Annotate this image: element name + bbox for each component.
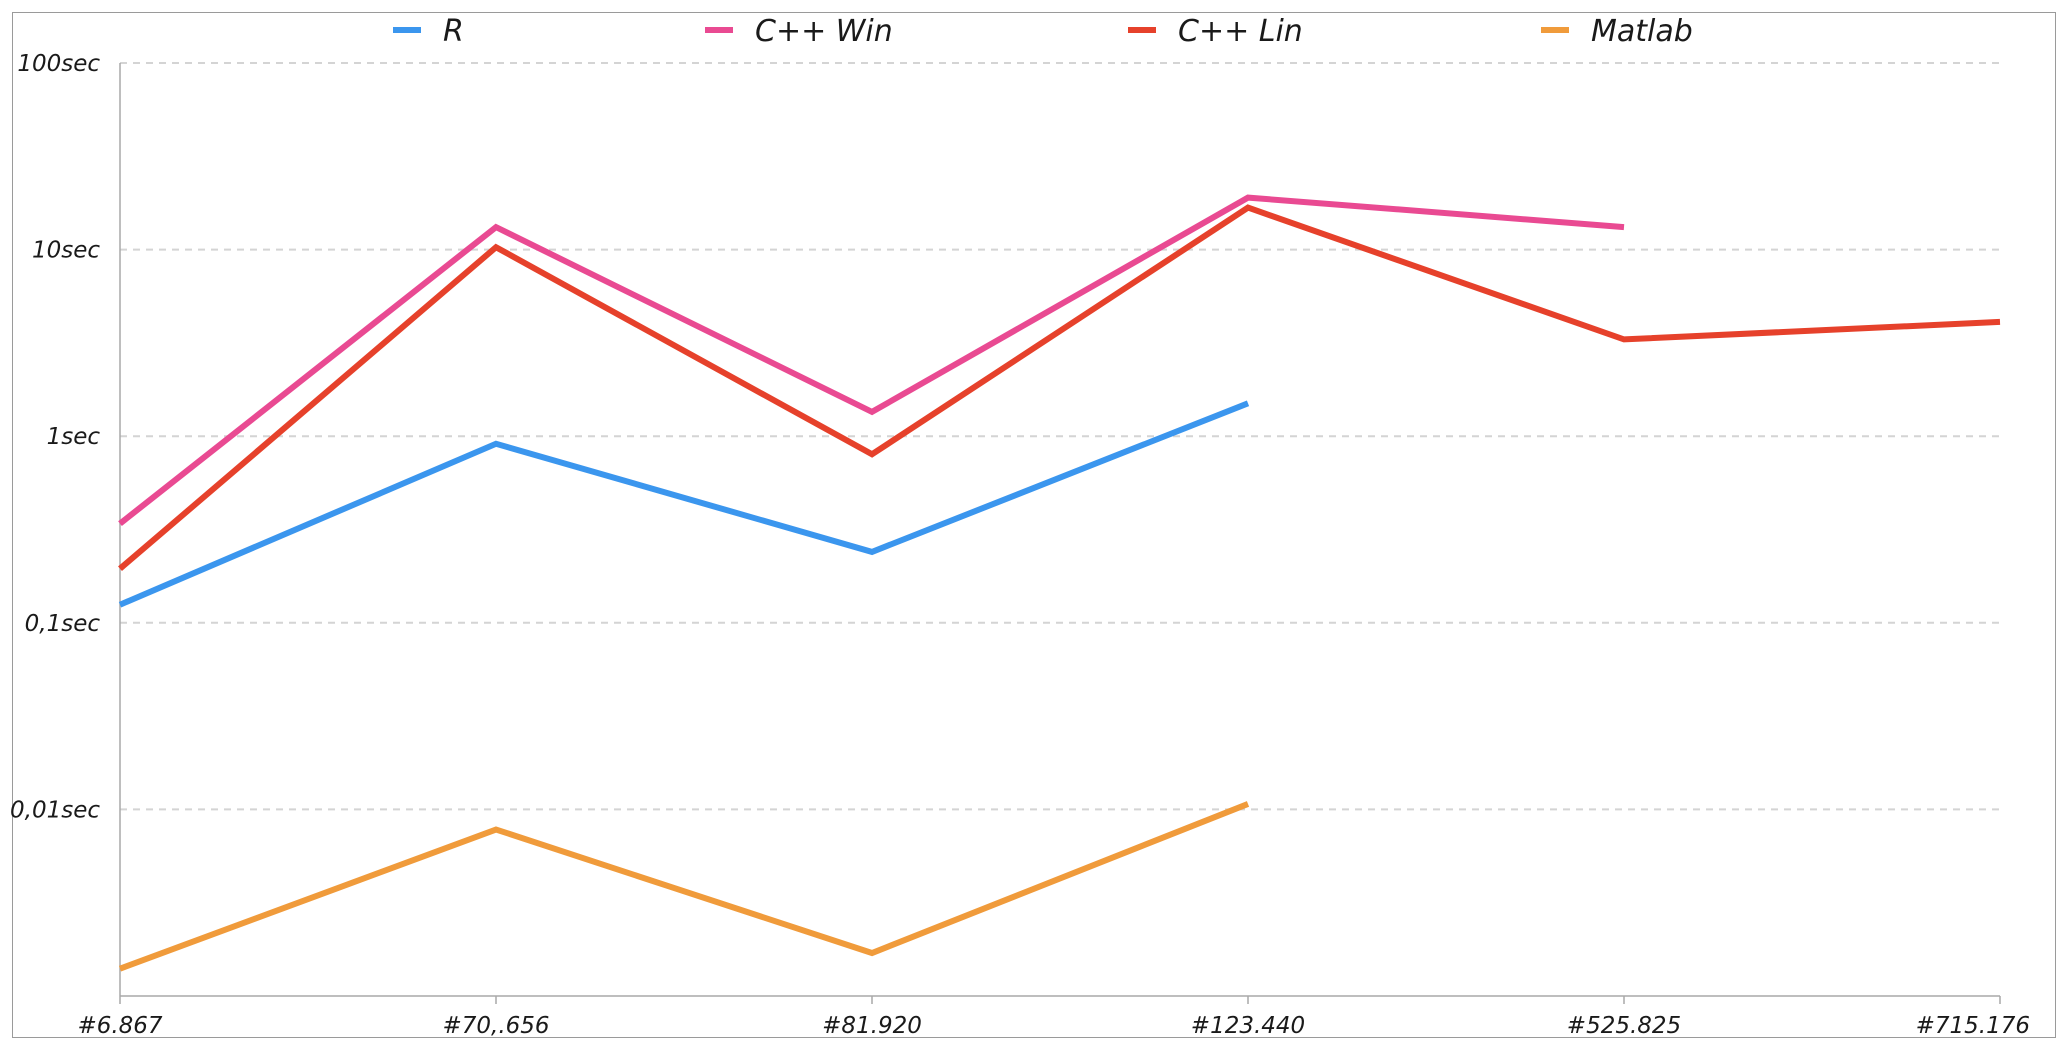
series-matlab [118, 801, 1250, 972]
y-tick-label: 0,01sec [10, 797, 100, 823]
x-tick-label: #715.176 [1916, 1013, 2030, 1039]
y-tick-label: 1sec [47, 424, 101, 450]
y-tick-label: 10sec [32, 238, 100, 264]
series-line [118, 194, 1625, 526]
x-tick-label: #6.867 [77, 1013, 162, 1039]
x-tick-label: #70,.656 [442, 1013, 549, 1039]
legend-label: C++ Lin [1178, 14, 1303, 49]
legend-label: R [443, 14, 464, 49]
legend-item: Matlab [1541, 14, 1693, 49]
chart-frame [12, 12, 2056, 1038]
series-r [118, 400, 1250, 608]
legend-label: C++ Win [755, 14, 893, 49]
series-c-win [118, 194, 1625, 526]
y-axis-tick-labels: 100sec 10sec 1sec 0,1sec 0,01sec [10, 51, 100, 823]
series-line [118, 204, 2001, 571]
x-tick-label: #81.920 [822, 1013, 922, 1039]
y-tick-label: 100sec [17, 51, 100, 77]
axes [119, 63, 2001, 1004]
y-tick-label: 0,1sec [25, 611, 101, 637]
legend-item: R [393, 14, 464, 49]
series-lines [118, 194, 2001, 972]
legend-label: Matlab [1591, 14, 1693, 49]
x-tick-label: #123.440 [1191, 1013, 1305, 1039]
legend-item: C++ Win [705, 14, 893, 49]
x-axis-tick-labels: #6.867 #70,.656 #81.920 #123.440 #525.825 #71… [77, 1013, 2030, 1039]
x-tick-label: #525.825 [1567, 1013, 1681, 1039]
gridlines [120, 62, 2000, 811]
legend-item: C++ Lin [1128, 14, 1303, 49]
series-line [118, 801, 1250, 972]
series-c-lin [118, 204, 2001, 571]
legend: R C++ Win C++ Lin Matlab [393, 14, 1693, 49]
series-line [118, 400, 1250, 608]
